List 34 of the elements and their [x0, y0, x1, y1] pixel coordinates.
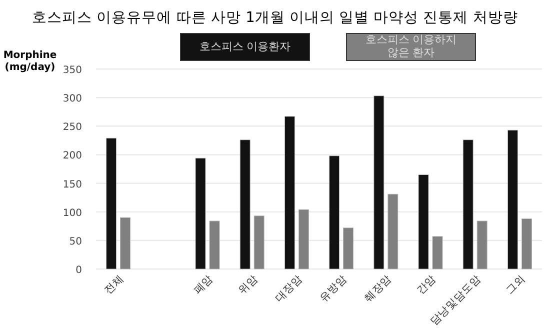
y-tick-label: 150	[62, 179, 82, 190]
bar	[521, 218, 532, 270]
x-tick-label: 위암	[236, 272, 260, 297]
bar	[254, 216, 264, 270]
bar	[284, 116, 295, 270]
x-tick-label: 폐암	[192, 272, 216, 297]
bar	[388, 194, 398, 270]
bar	[106, 138, 117, 270]
bar	[120, 217, 131, 270]
x-tick-label: 그외	[504, 272, 528, 297]
bar	[195, 158, 206, 270]
y-tick-label: 100	[62, 208, 82, 219]
x-tick-label: 전체	[102, 272, 126, 297]
bar	[329, 156, 340, 270]
y-axis-title: Morphine (mg/day)	[3, 50, 57, 73]
bar	[298, 209, 309, 270]
y-tick-label: 300	[62, 94, 82, 105]
bar	[343, 228, 354, 270]
bar	[507, 130, 518, 270]
y-tick-label: 200	[62, 150, 82, 162]
bar	[418, 174, 429, 270]
bar	[432, 236, 443, 270]
bar	[476, 220, 488, 270]
y-tick-label: 50	[69, 236, 82, 248]
bar	[240, 140, 250, 270]
y-tick-label: 0	[76, 265, 82, 276]
bar	[209, 220, 220, 270]
y-tick-label: 350	[62, 65, 82, 76]
bar	[462, 140, 474, 270]
text: 호스피스 이용하지 않은 환자	[346, 33, 476, 61]
y-tick-label: 250	[62, 122, 82, 134]
chart-title: 호스피스 이용유무에 따른 사망 1개월 이내의 일별 마약성 진통제 처방량	[32, 10, 518, 26]
text: 호스피스 이용환자	[180, 33, 310, 61]
bar	[374, 96, 384, 270]
